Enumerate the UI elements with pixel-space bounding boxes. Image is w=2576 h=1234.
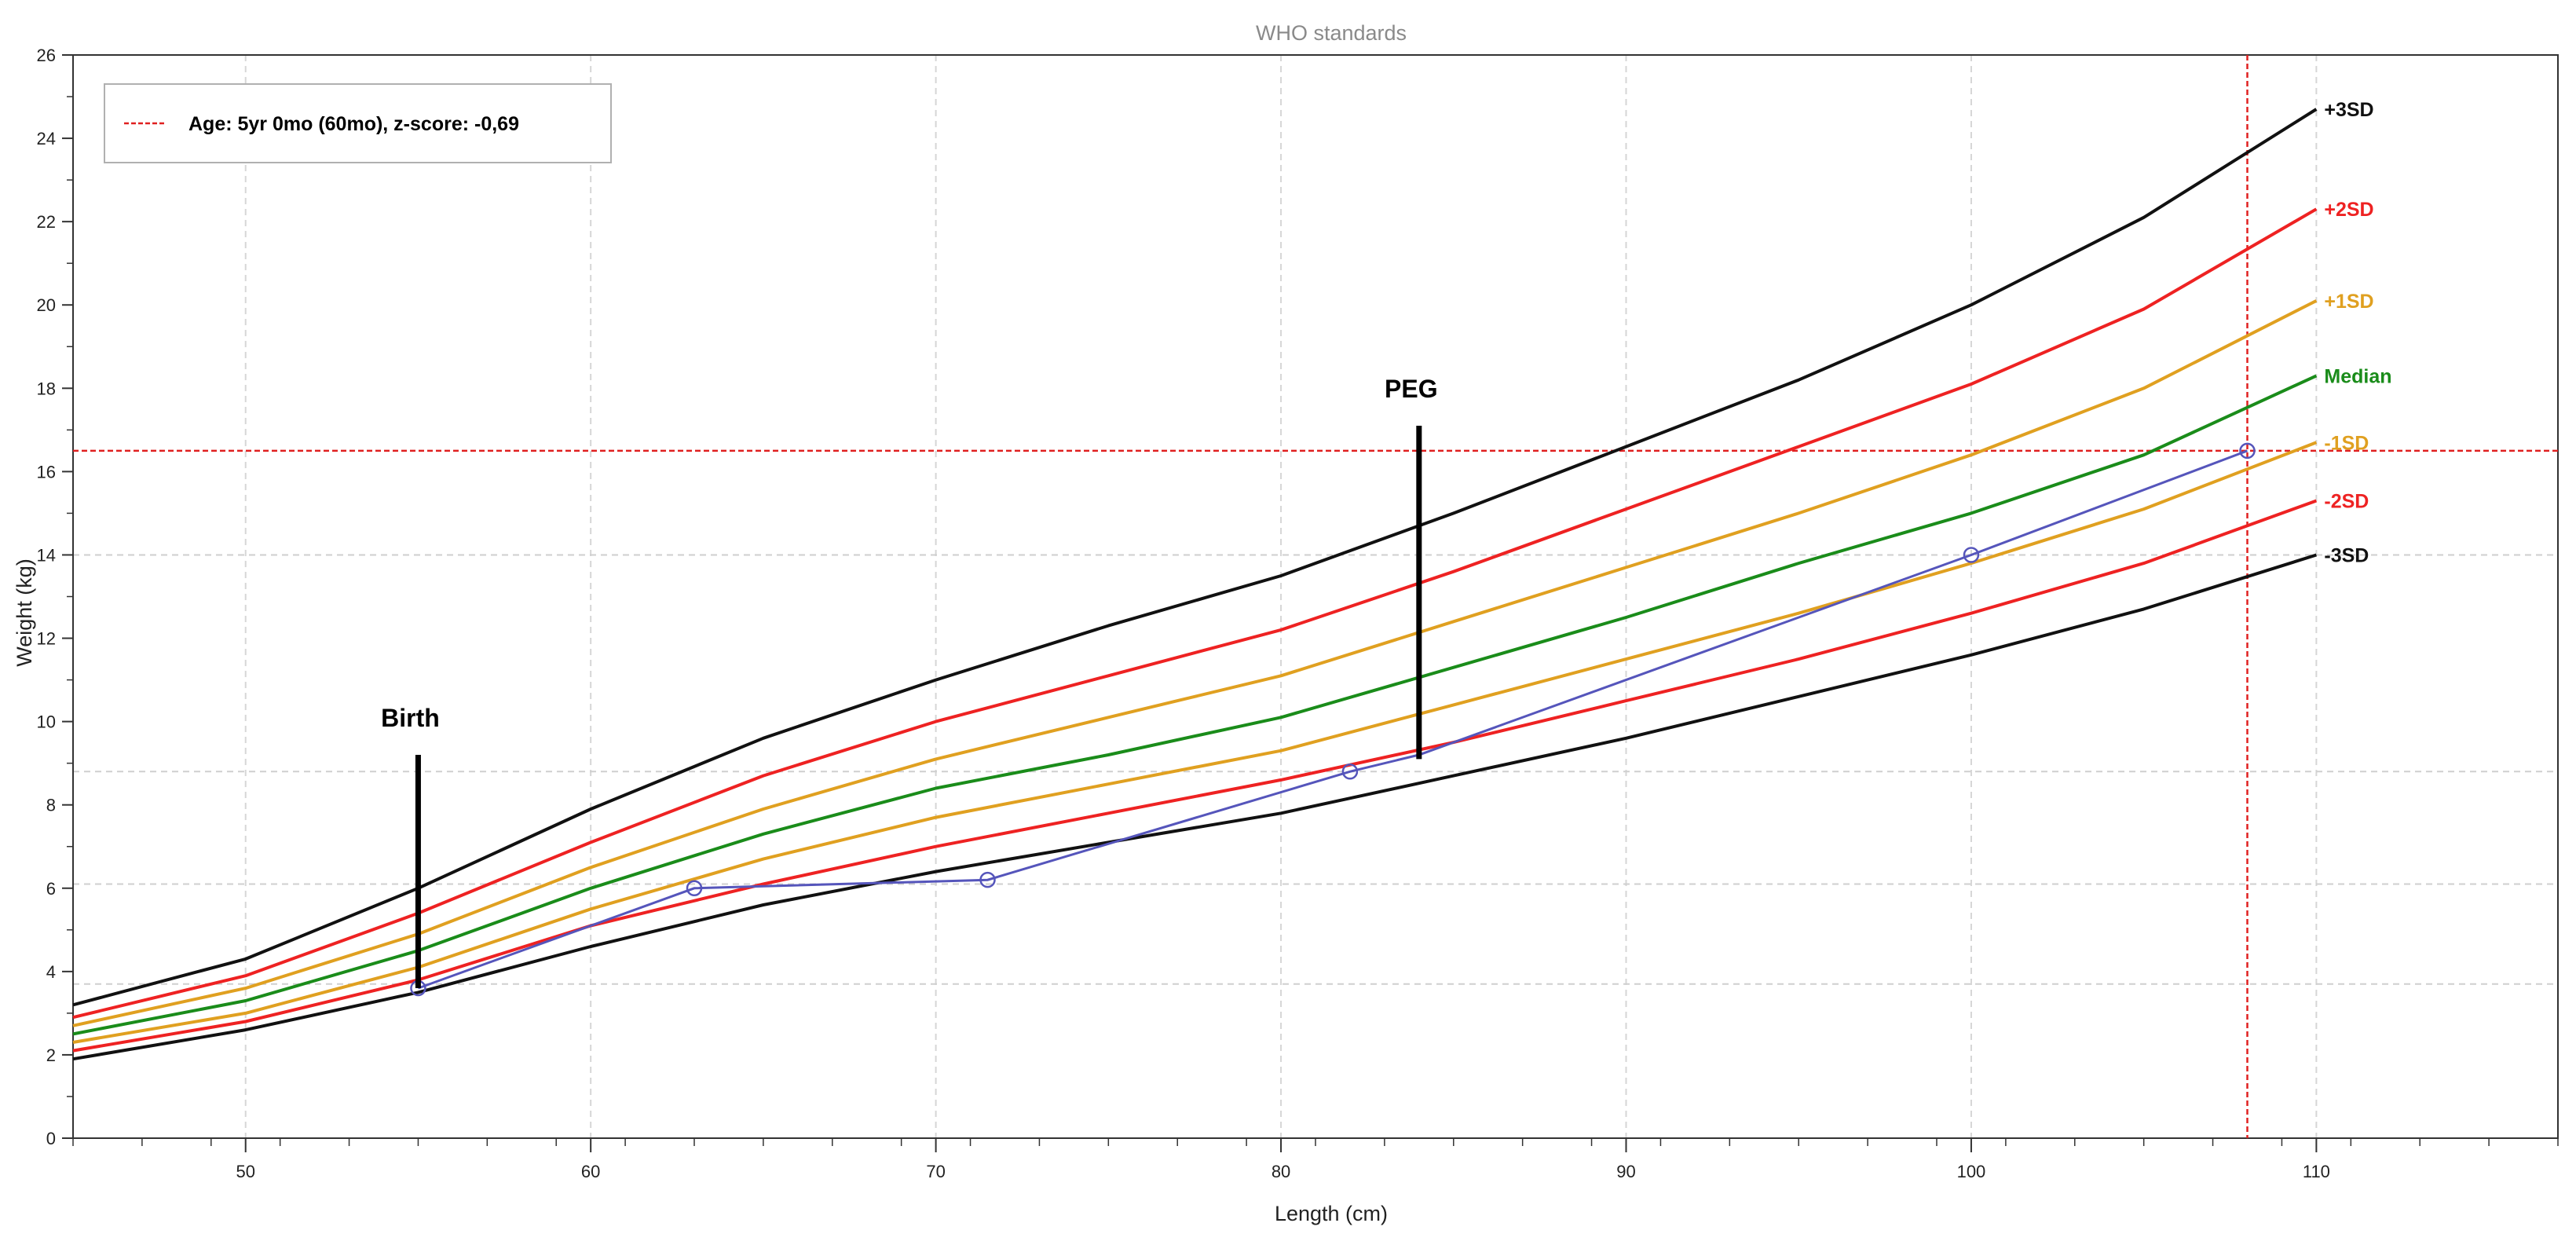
- y-tick-label: 6: [46, 879, 56, 899]
- y-tick-label: 22: [37, 212, 56, 232]
- curve-minus1sd: [72, 441, 2318, 1044]
- annotation-label: PEG: [1385, 375, 1438, 403]
- y-tick-label: 12: [37, 629, 56, 649]
- annotations: Birth PEG: [381, 375, 1438, 989]
- patient-point: [686, 880, 703, 897]
- patient-point: [1341, 763, 1359, 780]
- y-tick-label: 18: [37, 379, 56, 398]
- x-tick-label: 70: [926, 1162, 945, 1181]
- legend: Age: 5yr 0mo (60mo), z-score: -0,69: [104, 83, 612, 163]
- patient-point: [1963, 547, 1980, 563]
- y-tick-label: 4: [46, 962, 56, 982]
- y-tick-label: 24: [37, 129, 56, 148]
- y-tick-label: 20: [37, 295, 56, 315]
- curve-label: +3SD: [2324, 99, 2373, 121]
- x-tick-label: 80: [1272, 1162, 1290, 1181]
- curve-label: +1SD: [2324, 291, 2373, 313]
- x-tick-label: 90: [1616, 1162, 1635, 1181]
- x-axis-title: Length (cm): [1275, 1202, 1388, 1225]
- x-tick-label: 60: [581, 1162, 600, 1181]
- legend-box: [104, 83, 612, 163]
- curve-label: -1SD: [2324, 432, 2369, 454]
- x-tick-label: 50: [236, 1162, 254, 1181]
- y-tick-label: 14: [37, 545, 56, 565]
- curve-minus3sd: [72, 553, 2317, 1061]
- curve-median: [72, 374, 2318, 1036]
- patient-point: [979, 871, 996, 888]
- curve-minus2sd: [72, 499, 2318, 1053]
- patient-series: [410, 442, 2256, 997]
- patient-line: [417, 449, 2249, 990]
- curve-label: -3SD: [2324, 544, 2369, 566]
- curve-plus1sd: [72, 299, 2318, 1027]
- curve-plus2sd: [72, 207, 2318, 1020]
- y-tick-label: 16: [37, 462, 56, 482]
- legend-entry-label: Age: 5yr 0mo (60mo), z-score: -0,69: [188, 113, 519, 135]
- annotation-label: Birth: [381, 704, 440, 732]
- y-axis-title: Weight (kg): [13, 558, 36, 667]
- y-tick-label: 10: [37, 712, 56, 732]
- curve-label: +2SD: [2324, 199, 2373, 221]
- percentile-curves: +3SD +2SD +1SD Median -1SD -2SD -3SD: [72, 99, 2392, 1061]
- y-tick-label: 0: [46, 1129, 56, 1148]
- curve-label: Median: [2324, 365, 2391, 387]
- y-tick-label: 26: [37, 46, 56, 65]
- curve-plus3sd: [72, 108, 2318, 1007]
- y-tick-label: 8: [46, 796, 56, 815]
- x-tick-label: 100: [1957, 1162, 1986, 1181]
- x-tick-label: 110: [2303, 1162, 2330, 1181]
- y-tick-label: 2: [46, 1045, 56, 1065]
- patient-point: [2239, 442, 2256, 460]
- curve-label: -2SD: [2324, 491, 2369, 513]
- chart-title: WHO standards: [1256, 21, 1407, 45]
